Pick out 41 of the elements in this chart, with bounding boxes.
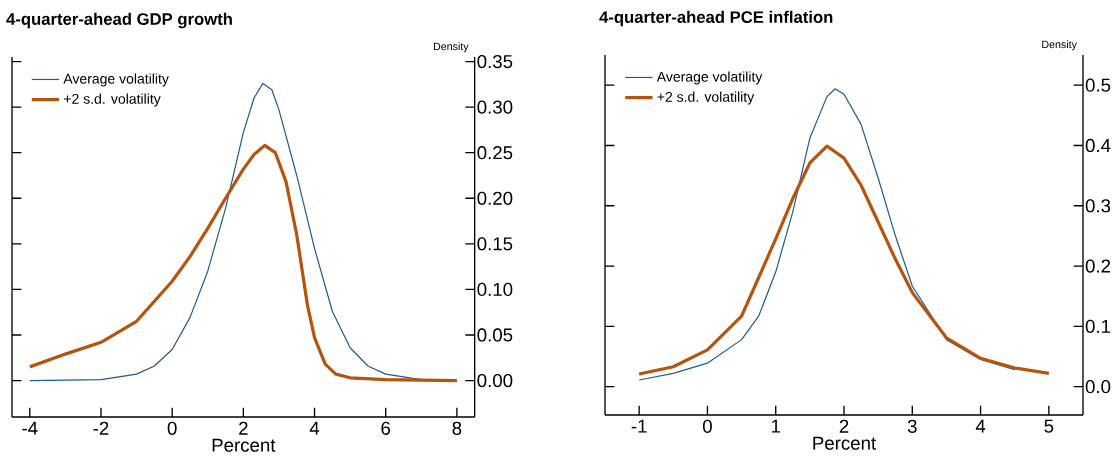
- x-tick-label: 2: [839, 419, 849, 433]
- legend-label: +2 s.d. volatility: [64, 93, 161, 107]
- x-tick-label: -4: [22, 421, 38, 435]
- line-series: [28, 143, 459, 383]
- x-tick-label: 8: [452, 421, 462, 435]
- y-tick-label: 0.3: [1085, 199, 1111, 213]
- x-tick-label: -2: [93, 421, 109, 435]
- y-tick-label: 0.1: [1085, 319, 1111, 333]
- y-axis-title: Density: [1042, 40, 1077, 51]
- y-tick-label: 0.5: [1085, 78, 1111, 92]
- x-tick-label: -1: [631, 419, 647, 433]
- legend-label: Average volatility: [63, 73, 169, 87]
- x-tick-label: 1: [771, 419, 780, 433]
- x-tick-label: 4: [309, 421, 320, 435]
- x-axis-title: Percent: [813, 436, 877, 450]
- y-tick-label: 0.2: [1085, 259, 1111, 273]
- y-tick-label: 0.30: [477, 100, 513, 114]
- y-tick-label: 0.4: [1085, 138, 1111, 153]
- y-tick-label: 0.05: [477, 328, 513, 342]
- x-tick-label: 0: [167, 421, 177, 435]
- y-tick-label: 0.15: [477, 237, 513, 251]
- x-axis-title: Percent: [212, 438, 276, 452]
- x-tick-label: 5: [1044, 419, 1054, 433]
- y-tick-label: 0.25: [477, 146, 513, 160]
- y-tick-label: 0.35: [477, 54, 513, 69]
- x-tick-label: 6: [381, 421, 391, 435]
- x-tick-label: 4: [975, 419, 986, 433]
- chart-title: 4-quarter-ahead PCE inflation: [599, 10, 833, 27]
- legend-label: +2 s.d. volatility: [657, 91, 755, 105]
- line-series: [638, 88, 1016, 381]
- y-axis-title: Density: [433, 42, 469, 53]
- chart-title: 4-quarter-ahead GDP growth: [6, 12, 232, 29]
- x-tick-label: 0: [702, 419, 712, 433]
- line-series: [637, 144, 1051, 376]
- y-tick-label: 0.10: [477, 282, 513, 297]
- y-tick-label: 0.00: [477, 373, 513, 388]
- legend-label: Average volatility: [656, 71, 763, 85]
- y-tick-label: 0.20: [477, 191, 513, 205]
- y-tick-label: 0.0: [1085, 380, 1111, 394]
- x-tick-label: 2: [239, 421, 248, 435]
- x-tick-label: 3: [907, 419, 917, 433]
